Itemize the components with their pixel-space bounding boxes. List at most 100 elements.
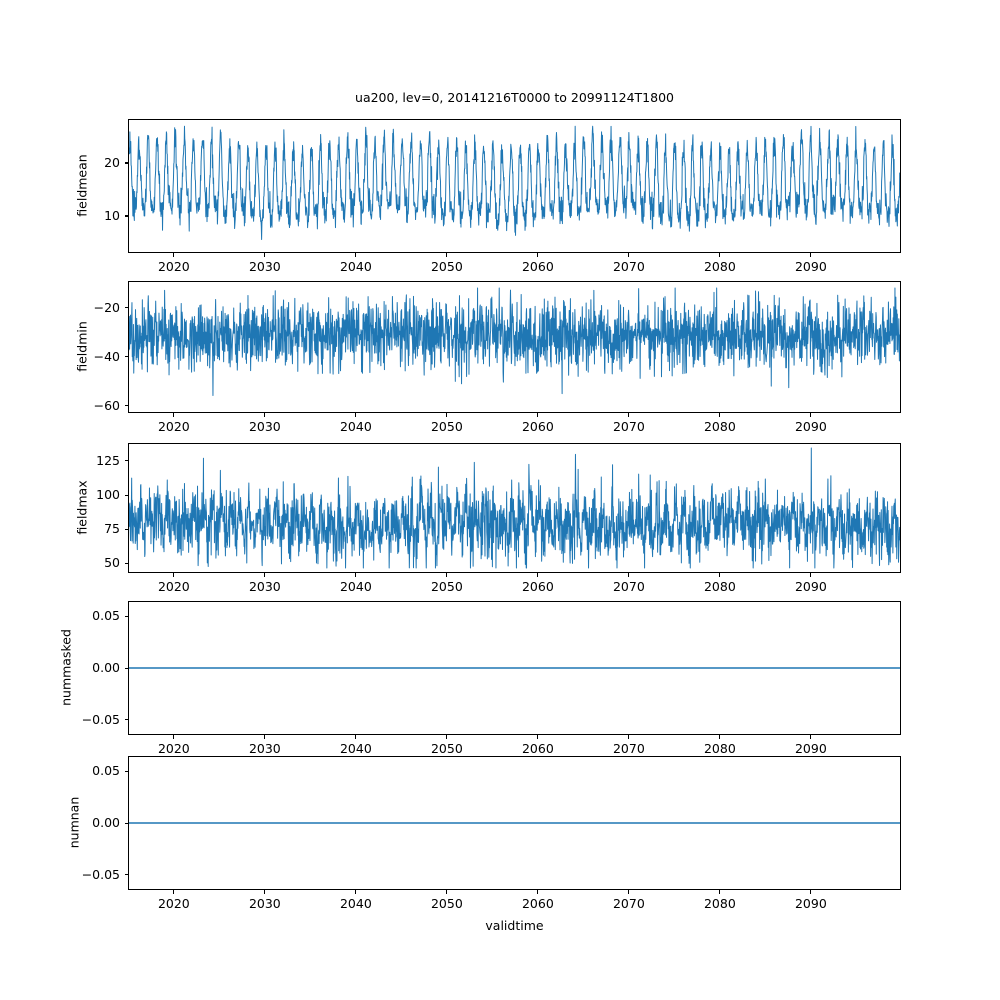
xtick-label-nummasked-1: 2030: [248, 741, 281, 756]
ytick-label-fieldmax-0: 50: [104, 555, 120, 571]
xtick-label-fieldmin-4: 2060: [521, 419, 554, 434]
panel-fieldmin: [128, 281, 901, 413]
ytick-label-fieldmin-2: −20: [93, 299, 120, 315]
xtick-mark-fieldmax-0: [173, 573, 175, 577]
xtick-label-nummasked-6: 2080: [703, 741, 736, 756]
xtick-mark-fieldmean-1: [264, 253, 266, 257]
xtick-label-nummasked-7: 2090: [794, 741, 827, 756]
xtick-label-fieldmean-1: 2030: [248, 259, 281, 274]
xtick-label-numnan-5: 2070: [612, 896, 645, 911]
series-line-fieldmean: [129, 126, 900, 239]
xtick-mark-fieldmean-3: [446, 253, 448, 257]
xtick-mark-nummasked-6: [719, 735, 721, 739]
ytick-label-fieldmin-0: −60: [93, 397, 120, 413]
xtick-label-numnan-6: 2080: [703, 896, 736, 911]
ytick-label-fieldmin-1: −40: [93, 348, 120, 364]
xtick-label-fieldmean-3: 2050: [430, 259, 463, 274]
xtick-mark-fieldmean-4: [537, 253, 539, 257]
xtick-mark-fieldmin-4: [537, 413, 539, 417]
xtick-label-numnan-7: 2090: [794, 896, 827, 911]
ytick-label-nummasked-0: −0.05: [81, 711, 120, 727]
plot-area-nummasked: [129, 602, 900, 734]
xtick-label-numnan-0: 2020: [157, 896, 190, 911]
xtick-label-fieldmin-3: 2050: [430, 419, 463, 434]
xtick-label-numnan-4: 2060: [521, 896, 554, 911]
ytick-label-nummasked-2: 0.05: [92, 608, 120, 624]
xtick-label-fieldmax-1: 2030: [248, 579, 281, 594]
panel-fieldmean: [128, 119, 901, 253]
xtick-mark-fieldmax-3: [446, 573, 448, 577]
xtick-mark-fieldmax-4: [537, 573, 539, 577]
xtick-label-fieldmax-7: 2090: [794, 579, 827, 594]
xtick-mark-fieldmean-2: [355, 253, 357, 257]
plot-area-fieldmin: [129, 282, 900, 412]
ytick-label-numnan-1: 0.00: [92, 815, 120, 830]
xtick-label-nummasked-2: 2040: [339, 741, 372, 756]
ytick-mark-nummasked-1: [124, 667, 128, 669]
ytick-mark-nummasked-2: [124, 615, 128, 618]
xtick-label-fieldmax-5: 2070: [612, 579, 645, 594]
xtick-mark-nummasked-2: [355, 735, 357, 739]
ytick-mark-fieldmax-0: [124, 562, 128, 564]
ytick-label-numnan-0: −0.05: [81, 866, 120, 882]
xtick-mark-numnan-2: [355, 890, 357, 894]
xtick-mark-nummasked-5: [628, 735, 630, 739]
xtick-mark-numnan-4: [537, 890, 539, 894]
ytick-mark-nummasked-0: [124, 719, 128, 721]
xtick-mark-numnan-1: [264, 890, 266, 894]
xlabel-validtime: validtime: [485, 918, 544, 933]
xtick-mark-fieldmin-1: [264, 413, 266, 417]
plot-area-numnan: [129, 757, 900, 889]
ytick-mark-fieldmax-2: [124, 494, 128, 496]
ytick-label-fieldmean-1: 20: [104, 154, 120, 170]
ytick-mark-numnan-0: [124, 874, 128, 876]
xtick-mark-fieldmean-6: [719, 253, 721, 257]
xtick-label-fieldmean-4: 2060: [521, 259, 554, 274]
xtick-mark-numnan-5: [628, 890, 630, 894]
xtick-mark-numnan-6: [719, 890, 721, 894]
figure-title: ua200, lev=0, 20141216T0000 to 20991124T…: [355, 90, 674, 105]
xtick-label-fieldmin-0: 2020: [157, 419, 190, 434]
xtick-mark-nummasked-3: [446, 735, 448, 739]
xtick-mark-numnan-3: [446, 890, 448, 894]
ytick-mark-fieldmin-2: [124, 307, 128, 309]
series-line-fieldmin: [129, 288, 900, 395]
xtick-label-fieldmin-1: 2030: [248, 419, 281, 434]
xtick-mark-fieldmean-7: [810, 253, 812, 257]
xtick-mark-fieldmean-5: [628, 253, 630, 257]
xtick-mark-fieldmin-5: [628, 413, 630, 417]
xtick-mark-fieldmin-7: [810, 413, 812, 417]
xtick-mark-fieldmax-2: [355, 573, 357, 577]
xtick-mark-nummasked-0: [173, 735, 175, 739]
ytick-mark-fieldmax-3: [124, 460, 128, 462]
ylabel-fieldmean: fieldmean: [74, 154, 90, 217]
xtick-label-fieldmean-5: 2070: [612, 259, 645, 274]
xtick-label-fieldmin-2: 2040: [339, 419, 372, 434]
xtick-mark-nummasked-1: [264, 735, 266, 739]
xtick-label-nummasked-4: 2060: [521, 741, 554, 756]
xtick-mark-fieldmax-5: [628, 573, 630, 577]
xtick-label-fieldmin-7: 2090: [794, 419, 827, 434]
xtick-label-fieldmin-6: 2080: [703, 419, 736, 434]
xtick-label-fieldmax-4: 2060: [521, 579, 554, 594]
plot-area-fieldmax: [129, 444, 900, 572]
xtick-label-nummasked-3: 2050: [430, 741, 463, 756]
ytick-label-nummasked-1: 0.00: [92, 660, 120, 675]
xtick-label-nummasked-5: 2070: [612, 741, 645, 756]
xtick-mark-fieldmax-1: [264, 573, 266, 577]
xtick-mark-fieldmin-2: [355, 413, 357, 417]
xtick-label-numnan-3: 2050: [430, 896, 463, 911]
xtick-mark-fieldmin-6: [719, 413, 721, 417]
xtick-mark-numnan-7: [810, 890, 812, 894]
ytick-mark-fieldmax-1: [124, 528, 128, 530]
panel-fieldmax: [128, 443, 901, 573]
ytick-label-fieldmean-0: 10: [104, 207, 120, 223]
panel-nummasked: [128, 601, 901, 735]
ytick-mark-fieldmin-0: [124, 405, 128, 407]
xtick-mark-fieldmean-0: [173, 253, 175, 257]
ytick-label-numnan-2: 0.05: [92, 763, 120, 779]
xtick-label-fieldmin-5: 2070: [612, 419, 645, 434]
ytick-mark-fieldmin-1: [124, 356, 128, 358]
series-line-fieldmax: [129, 448, 900, 568]
